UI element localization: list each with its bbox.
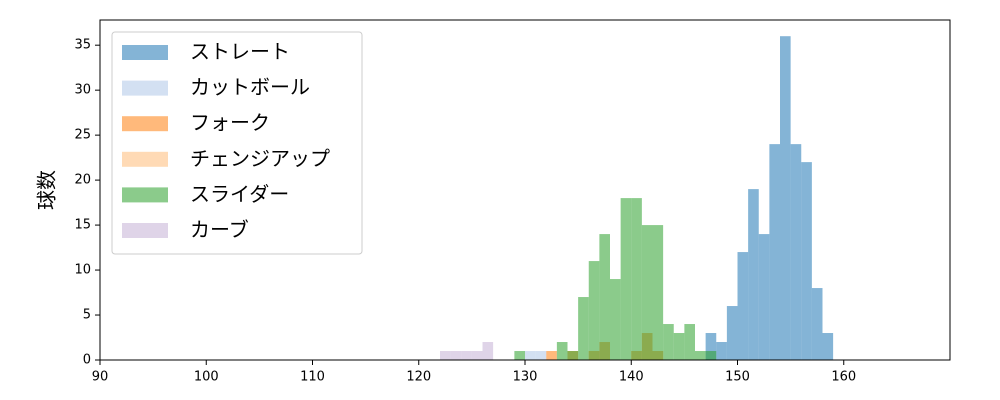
bar	[450, 351, 462, 360]
y-tick-label: 30	[74, 83, 91, 98]
legend-label: スライダー	[190, 182, 289, 206]
bar	[748, 189, 759, 360]
legend-swatch	[122, 151, 168, 167]
y-tick-label: 35	[74, 38, 91, 53]
bar	[780, 36, 791, 360]
bar	[716, 342, 727, 360]
legend-label: カーブ	[190, 218, 249, 242]
legend-swatch	[122, 116, 168, 132]
bar	[801, 162, 812, 360]
x-tick-label: 130	[513, 370, 538, 385]
bar	[620, 198, 632, 360]
x-tick-label: 100	[194, 370, 219, 385]
bar	[514, 351, 525, 360]
bar	[440, 351, 451, 360]
bar	[641, 225, 653, 360]
x-tick-label: 150	[725, 370, 750, 385]
legend-swatch	[122, 187, 168, 203]
bar	[471, 351, 483, 360]
y-tick-label: 15	[74, 218, 91, 233]
bar	[822, 333, 834, 360]
y-tick-label: 20	[74, 173, 91, 188]
x-tick-label: 140	[619, 370, 644, 385]
bar	[482, 342, 494, 360]
bar	[673, 333, 685, 360]
bar	[578, 297, 589, 360]
legend-label: チェンジアップ	[190, 146, 330, 170]
legend-swatch	[122, 45, 168, 60]
x-tick-label: 90	[92, 370, 109, 385]
y-tick-label: 25	[74, 128, 91, 143]
y-tick-label: 5	[83, 308, 91, 323]
bar	[461, 351, 472, 360]
x-tick-label: 160	[831, 370, 856, 385]
bar	[758, 234, 770, 360]
legend-swatch	[122, 80, 168, 96]
bar	[695, 351, 706, 360]
bar	[546, 351, 557, 360]
y-tick-label: 10	[74, 263, 91, 278]
bar	[525, 351, 536, 360]
bar	[663, 324, 674, 360]
plot-frame	[99, 19, 951, 361]
bar	[599, 234, 610, 360]
x-tick-label: 110	[300, 370, 325, 385]
bar	[769, 144, 780, 360]
bar	[705, 333, 717, 360]
bar	[684, 324, 695, 360]
legend-label: カットボール	[190, 75, 310, 99]
bar	[610, 279, 621, 360]
y-axis-label: 球数	[35, 170, 59, 210]
legend-swatch	[122, 223, 168, 238]
bar	[737, 252, 749, 360]
y-tick-label: 0	[83, 353, 91, 368]
bar	[588, 261, 600, 360]
bar	[811, 288, 823, 360]
bar	[631, 198, 642, 360]
bar	[535, 351, 547, 360]
legend-label: ストレート	[190, 40, 290, 64]
bar	[705, 351, 717, 360]
bar	[556, 342, 568, 360]
legend-label: フォーク	[190, 111, 270, 135]
bar	[726, 306, 738, 360]
bar	[567, 351, 579, 360]
bar	[652, 225, 664, 360]
legend-box	[111, 31, 363, 255]
bar	[790, 144, 802, 360]
x-tick-label: 120	[406, 370, 431, 385]
